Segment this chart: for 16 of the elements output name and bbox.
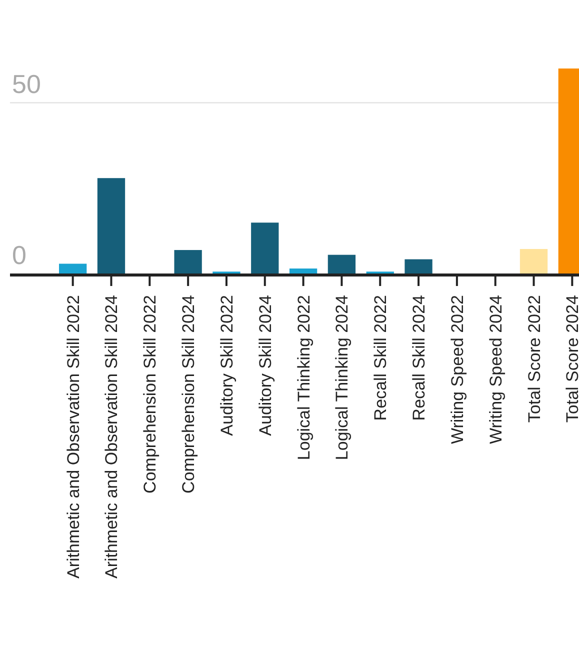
x-tick-label: Arithmetic and Observation Skill 2022 bbox=[64, 295, 83, 578]
x-tick-label: Comprehension Skill 2024 bbox=[179, 295, 198, 494]
x-tick-label: Comprehension Skill 2022 bbox=[140, 295, 160, 494]
x-tick-label: Recall Skill 2022 bbox=[371, 295, 390, 421]
x-tick-label: Auditory Skill 2024 bbox=[256, 295, 275, 436]
x-tick-label: Writing Speed 2024 bbox=[486, 295, 506, 444]
x-tick-label: Logical Thinking 2024 bbox=[332, 295, 352, 460]
x-tick-label: Logical Thinking 2022 bbox=[294, 295, 314, 460]
x-tick-label: Total Score 2022 bbox=[524, 295, 544, 423]
x-tick-label: Total Score 2024 bbox=[563, 295, 579, 423]
y-tick-label: 50 bbox=[12, 68, 41, 99]
y-tick-label: 0 bbox=[12, 240, 26, 270]
x-tick-label: Auditory Skill 2022 bbox=[217, 295, 236, 436]
x-tick-label: Arithmetic and Observation Skill 2024 bbox=[102, 295, 122, 578]
x-tick-label: Writing Speed 2022 bbox=[448, 295, 467, 444]
x-tick-label: Recall Skill 2024 bbox=[410, 295, 429, 421]
